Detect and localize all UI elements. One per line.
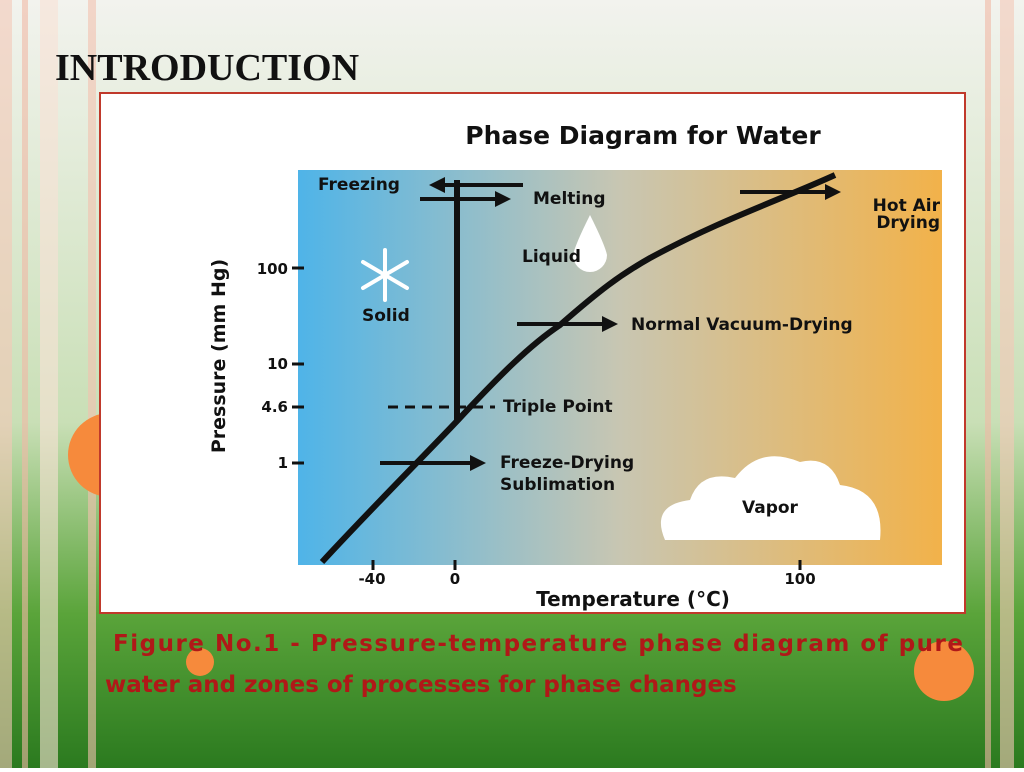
y-tick-label: 1 — [278, 454, 288, 472]
y-axis-label: Pressure (mm Hg) — [208, 259, 230, 453]
label: Drying — [876, 213, 940, 233]
snowflake — [361, 248, 409, 302]
label: Freezing — [318, 175, 400, 195]
droplet — [573, 215, 607, 272]
x-axis-label: Temperature (°C) — [536, 587, 730, 611]
decor-circle — [186, 648, 214, 676]
caption: Figure No.1 - Pressure-temperature phase… — [113, 631, 963, 657]
label: Solid — [362, 306, 410, 326]
tick-marks — [292, 266, 802, 570]
caption: water and zones of processes for phase c… — [105, 672, 737, 698]
y-tick-label: 100 — [257, 260, 288, 278]
slide-title: INTRODUCTION — [55, 47, 359, 89]
decor-circle — [914, 641, 974, 701]
x-tick-label: -40 — [358, 570, 385, 588]
x-tick-label: 100 — [784, 570, 815, 588]
arrows — [380, 177, 841, 471]
label: Sublimation — [500, 475, 615, 495]
x-tick-label: 0 — [450, 570, 460, 588]
y-tick-label: 4.6 — [261, 398, 288, 416]
label: Hot Air — [873, 196, 941, 216]
label: Normal Vacuum-Drying — [631, 315, 853, 335]
y-tick-label: 10 — [267, 355, 288, 373]
label: Triple Point — [503, 397, 613, 417]
label: Liquid — [522, 247, 581, 267]
label: Vapor — [742, 498, 799, 518]
figure-title: Phase Diagram for Water — [465, 121, 821, 150]
cloud — [660, 456, 881, 540]
label: Melting — [533, 189, 606, 209]
label: Freeze-Drying — [500, 453, 634, 473]
